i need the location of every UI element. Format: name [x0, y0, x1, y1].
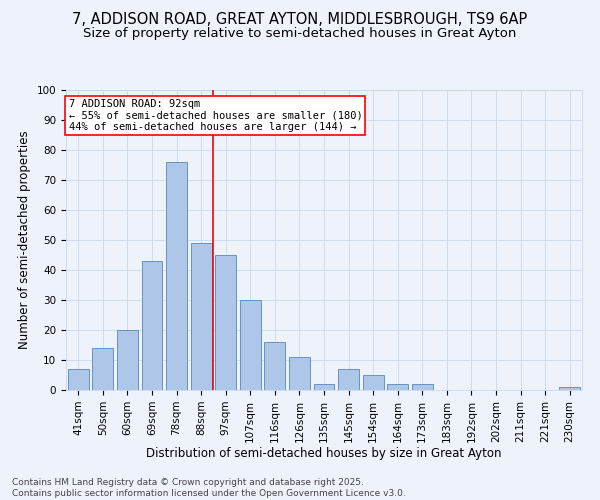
Bar: [142, 261, 163, 390]
Bar: [240, 300, 261, 390]
Text: Contains HM Land Registry data © Crown copyright and database right 2025.
Contai: Contains HM Land Registry data © Crown c…: [12, 478, 406, 498]
Text: 7 ADDISON ROAD: 92sqm
← 55% of semi-detached houses are smaller (180)
44% of sem: 7 ADDISON ROAD: 92sqm ← 55% of semi-deta…: [68, 99, 362, 132]
Bar: [92, 348, 113, 390]
Bar: [314, 384, 334, 390]
Bar: [117, 330, 138, 390]
Bar: [289, 357, 310, 390]
Y-axis label: Number of semi-detached properties: Number of semi-detached properties: [18, 130, 31, 350]
Bar: [166, 162, 187, 390]
Bar: [387, 384, 408, 390]
Bar: [362, 375, 383, 390]
Text: 7, ADDISON ROAD, GREAT AYTON, MIDDLESBROUGH, TS9 6AP: 7, ADDISON ROAD, GREAT AYTON, MIDDLESBRO…: [73, 12, 527, 28]
Bar: [265, 342, 286, 390]
Bar: [215, 255, 236, 390]
Bar: [559, 387, 580, 390]
Bar: [412, 384, 433, 390]
X-axis label: Distribution of semi-detached houses by size in Great Ayton: Distribution of semi-detached houses by …: [146, 448, 502, 460]
Text: Size of property relative to semi-detached houses in Great Ayton: Size of property relative to semi-detach…: [83, 28, 517, 40]
Bar: [191, 243, 212, 390]
Bar: [68, 369, 89, 390]
Bar: [338, 369, 359, 390]
